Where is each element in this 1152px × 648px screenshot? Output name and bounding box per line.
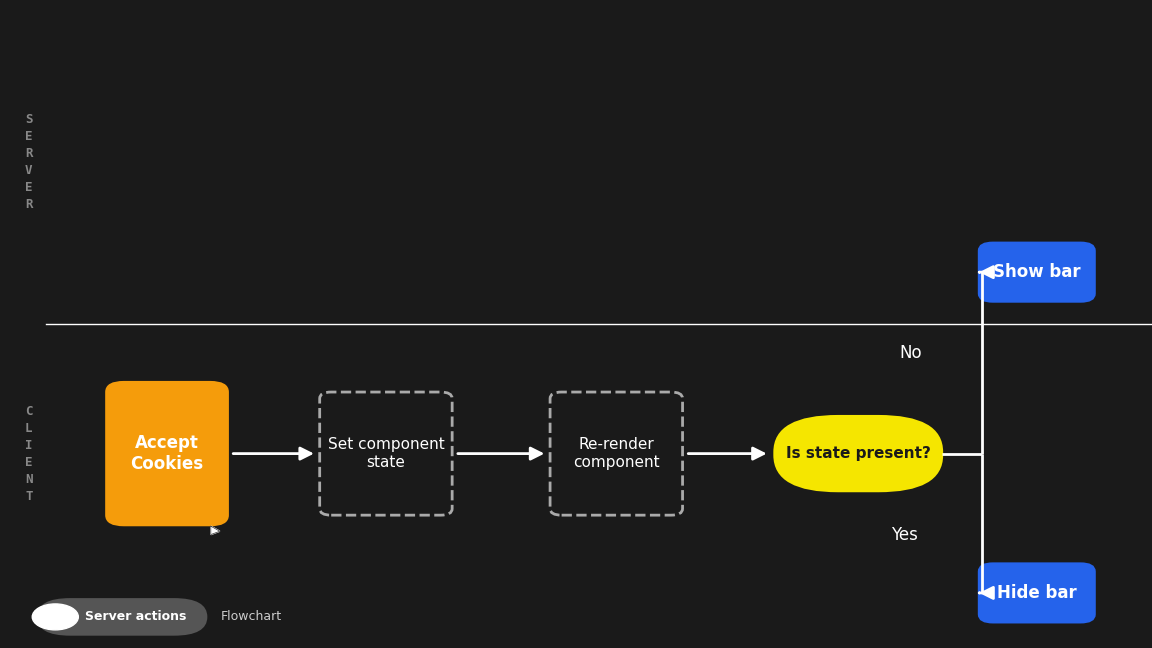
Text: Flowchart: Flowchart: [221, 610, 282, 623]
Text: Re-render
component: Re-render component: [573, 437, 660, 470]
Text: Show bar: Show bar: [993, 263, 1081, 281]
Text: Yes: Yes: [892, 526, 918, 544]
Text: Set component
state: Set component state: [327, 437, 445, 470]
Circle shape: [32, 604, 78, 630]
FancyBboxPatch shape: [37, 598, 207, 636]
Text: Hide bar: Hide bar: [996, 584, 1077, 602]
Text: Server actions: Server actions: [85, 610, 187, 623]
Text: No: No: [899, 344, 922, 362]
FancyBboxPatch shape: [774, 417, 941, 491]
Polygon shape: [211, 526, 220, 535]
Text: C
L
I
E
N
T: C L I E N T: [25, 404, 32, 503]
FancyBboxPatch shape: [979, 564, 1094, 622]
FancyBboxPatch shape: [106, 382, 228, 525]
FancyBboxPatch shape: [979, 243, 1094, 301]
Text: S
E
R
V
E
R: S E R V E R: [25, 113, 32, 211]
Text: Accept
Cookies: Accept Cookies: [130, 434, 204, 473]
Text: Is state present?: Is state present?: [786, 446, 931, 461]
